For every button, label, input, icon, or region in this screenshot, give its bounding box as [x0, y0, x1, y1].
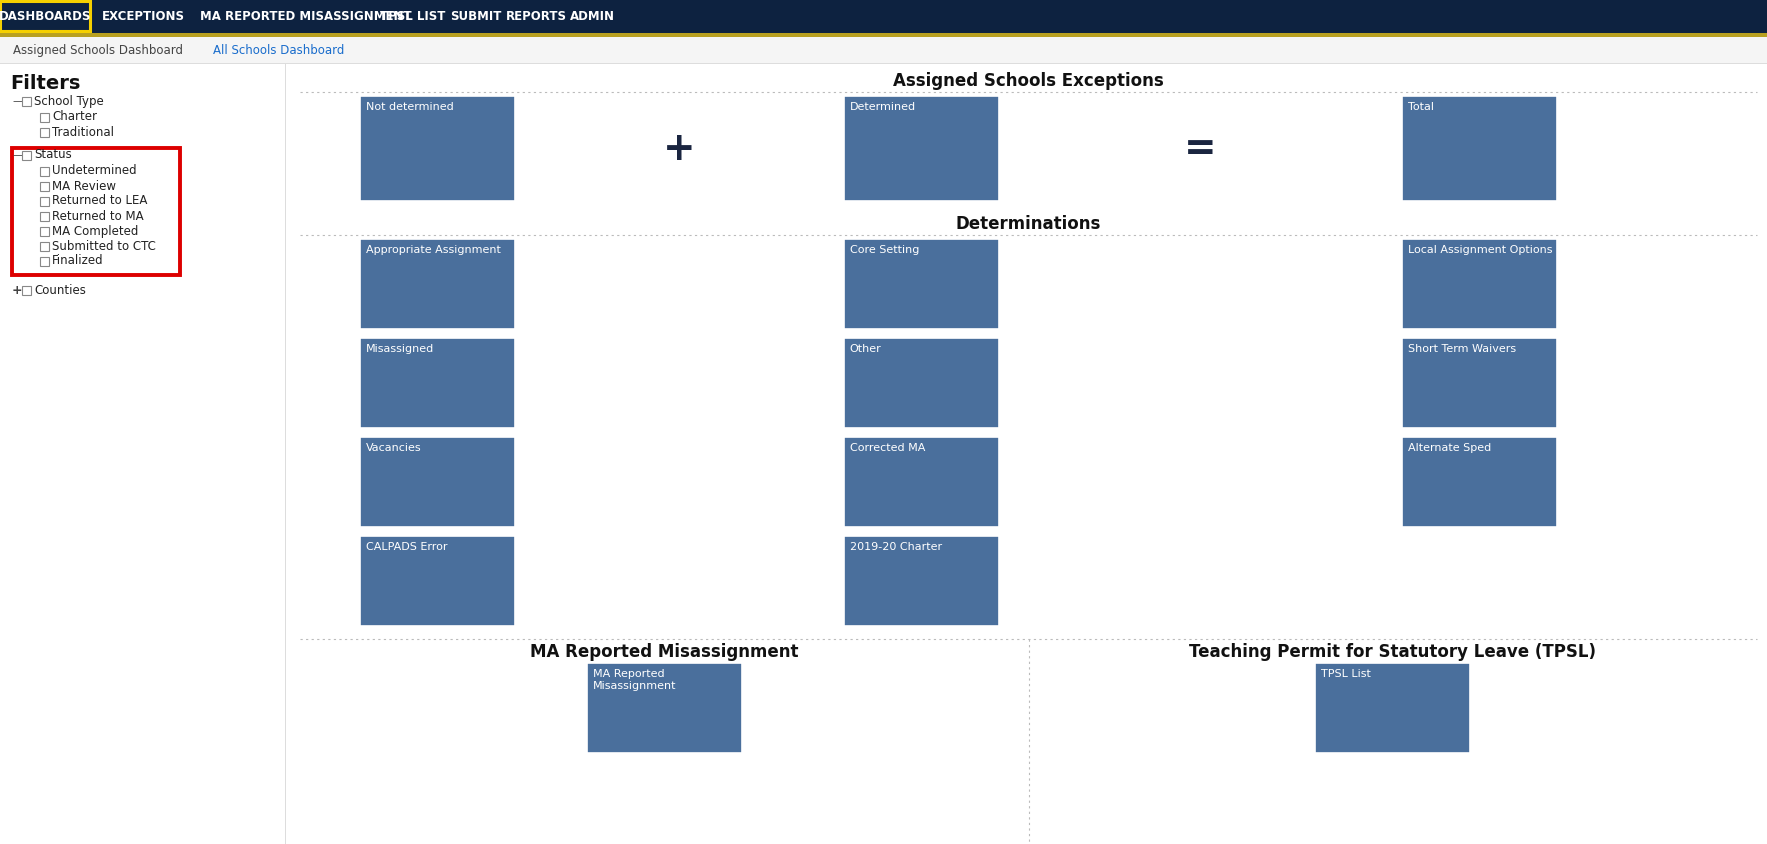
Text: Assigned Schools Dashboard: Assigned Schools Dashboard [12, 44, 184, 57]
Text: Determined: Determined [850, 102, 915, 112]
Text: MA Reported
Misassignment: MA Reported Misassignment [592, 669, 677, 690]
Bar [843, 96, 998, 201]
Text: —: — [12, 150, 23, 160]
Bar [41, 167, 49, 176]
Text: Returned to MA: Returned to MA [51, 209, 143, 223]
Text: EXCEPTIONS: EXCEPTIONS [102, 10, 186, 23]
Bar [1401, 437, 1557, 527]
Bar [360, 338, 514, 428]
Text: Assigned Schools Exceptions: Assigned Schools Exceptions [892, 72, 1164, 90]
Bar [843, 338, 998, 428]
Bar [360, 239, 514, 329]
Bar [21, 151, 32, 160]
Bar [1401, 96, 1557, 201]
Text: TPSL List: TPSL List [1322, 669, 1371, 679]
Text: Vacancies: Vacancies [366, 443, 422, 453]
Text: Status: Status [34, 149, 72, 161]
Bar [41, 212, 49, 221]
Text: Short Term Waivers: Short Term Waivers [1408, 344, 1516, 354]
Bar [41, 197, 49, 206]
Bar [843, 536, 998, 626]
Bar [41, 227, 49, 236]
Text: Teaching Permit for Statutory Leave (TPSL): Teaching Permit for Statutory Leave (TPS… [1189, 643, 1596, 661]
Text: TPSL LIST: TPSL LIST [380, 10, 445, 23]
Text: =: = [1184, 129, 1217, 167]
Text: DASHBOARDS: DASHBOARDS [0, 10, 92, 23]
Text: Misassigned: Misassigned [366, 344, 435, 354]
Text: Corrected MA: Corrected MA [850, 443, 926, 453]
Text: +: + [663, 129, 696, 167]
Bar [41, 113, 49, 122]
Text: Core Setting: Core Setting [850, 245, 919, 255]
Bar [360, 536, 514, 626]
Bar [41, 242, 49, 251]
Text: MA Review: MA Review [51, 180, 117, 192]
Bar [360, 437, 514, 527]
Bar [21, 286, 32, 295]
Text: Appropriate Assignment: Appropriate Assignment [366, 245, 500, 255]
Text: MA Reported Misassignment: MA Reported Misassignment [530, 643, 799, 661]
Text: Filters: Filters [11, 74, 80, 93]
Text: All Schools Dashboard: All Schools Dashboard [214, 44, 345, 57]
Text: 2019-20 Charter: 2019-20 Charter [850, 542, 942, 552]
Bar [41, 257, 49, 266]
Text: Undetermined: Undetermined [51, 165, 136, 177]
Text: Not determined: Not determined [366, 102, 454, 112]
Bar [41, 128, 49, 137]
Bar [41, 182, 49, 191]
Text: REPORTS: REPORTS [505, 10, 567, 23]
Text: MA Completed: MA Completed [51, 225, 138, 237]
Bar [0, 0, 1767, 33]
Bar [843, 437, 998, 527]
Text: MA REPORTED MISASSIGNMENT: MA REPORTED MISASSIGNMENT [200, 10, 412, 23]
Text: School Type: School Type [34, 95, 104, 107]
Bar [12, 148, 180, 275]
Text: +: + [12, 284, 23, 296]
Text: Submitted to CTC: Submitted to CTC [51, 240, 155, 252]
Bar [0, 1, 90, 31]
Bar [0, 63, 1767, 64]
Text: Other: Other [850, 344, 882, 354]
Bar [587, 663, 742, 753]
Bar [1401, 239, 1557, 329]
Bar [1315, 663, 1470, 753]
Text: Finalized: Finalized [51, 255, 104, 268]
Text: ADMIN: ADMIN [571, 10, 615, 23]
Bar [360, 96, 514, 201]
Bar [1401, 338, 1557, 428]
Bar [21, 97, 32, 106]
Text: Determinations: Determinations [956, 215, 1101, 233]
Text: SUBMIT: SUBMIT [451, 10, 502, 23]
Text: —: — [12, 96, 23, 106]
Text: Charter: Charter [51, 111, 97, 123]
Text: Total: Total [1408, 102, 1433, 112]
Text: Counties: Counties [34, 284, 87, 296]
Bar [843, 239, 998, 329]
Bar [0, 37, 1767, 64]
Text: Returned to LEA: Returned to LEA [51, 194, 147, 208]
Text: Traditional: Traditional [51, 126, 115, 138]
Bar [0, 33, 1767, 37]
Text: Alternate Sped: Alternate Sped [1408, 443, 1491, 453]
Text: Local Assignment Options: Local Assignment Options [1408, 245, 1553, 255]
Text: CALPADS Error: CALPADS Error [366, 542, 447, 552]
